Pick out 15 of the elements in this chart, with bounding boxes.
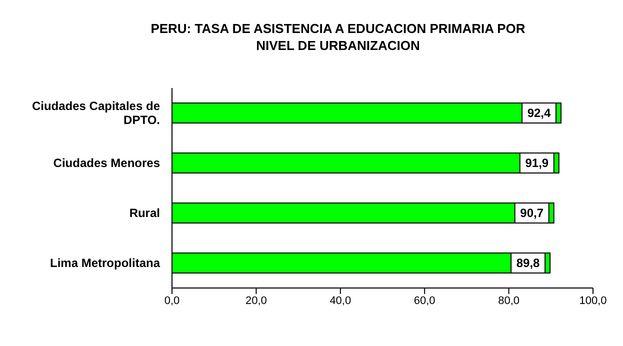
x-tick-label: 60,0 [414,294,436,307]
x-tick-label: 40,0 [330,294,352,307]
data-label: 90,7 [520,206,544,220]
chart-title: PERU: TASA DE ASISTENCIA A EDUCACION PRIMARIA POR NIVEL DE URBANIZACION [150,20,526,54]
x-tick-label: 0,0 [164,294,180,307]
x-tick-label: 20,0 [245,294,267,307]
data-label: 91,9 [525,156,549,170]
data-label: 89,8 [516,256,540,270]
y-tick-label: Ciudades Capitales de DPTO. [32,99,160,127]
y-tick-label: Lima Metropolitana [50,256,160,270]
x-tick-label: 80,0 [498,294,520,307]
x-tick-label: 100,0 [579,294,607,307]
data-label: 92,4 [527,106,552,120]
y-tick-label: Ciudades Menores [53,156,160,170]
y-tick-label: Rural [129,206,160,220]
